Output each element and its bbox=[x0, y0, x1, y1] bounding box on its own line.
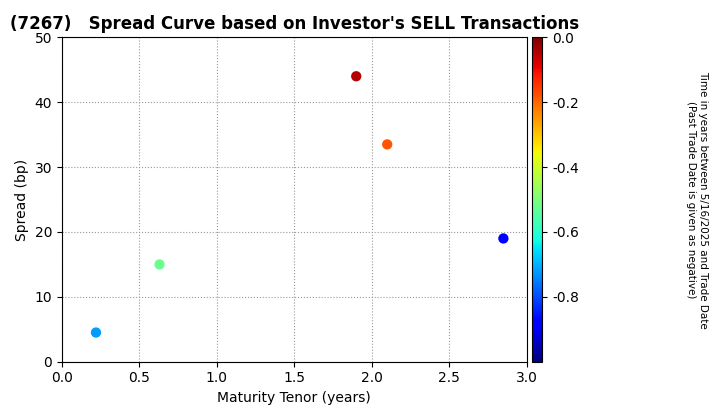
Point bbox=[382, 141, 393, 148]
Point bbox=[90, 329, 102, 336]
Point bbox=[154, 261, 166, 268]
Point bbox=[498, 235, 509, 242]
Y-axis label: Time in years between 5/16/2025 and Trade Date
(Past Trade Date is given as nega: Time in years between 5/16/2025 and Trad… bbox=[686, 71, 708, 328]
Title: (7267)   Spread Curve based on Investor's SELL Transactions: (7267) Spread Curve based on Investor's … bbox=[9, 15, 579, 33]
Y-axis label: Spread (bp): Spread (bp) bbox=[15, 158, 29, 241]
X-axis label: Maturity Tenor (years): Maturity Tenor (years) bbox=[217, 391, 371, 405]
Point bbox=[351, 73, 362, 80]
